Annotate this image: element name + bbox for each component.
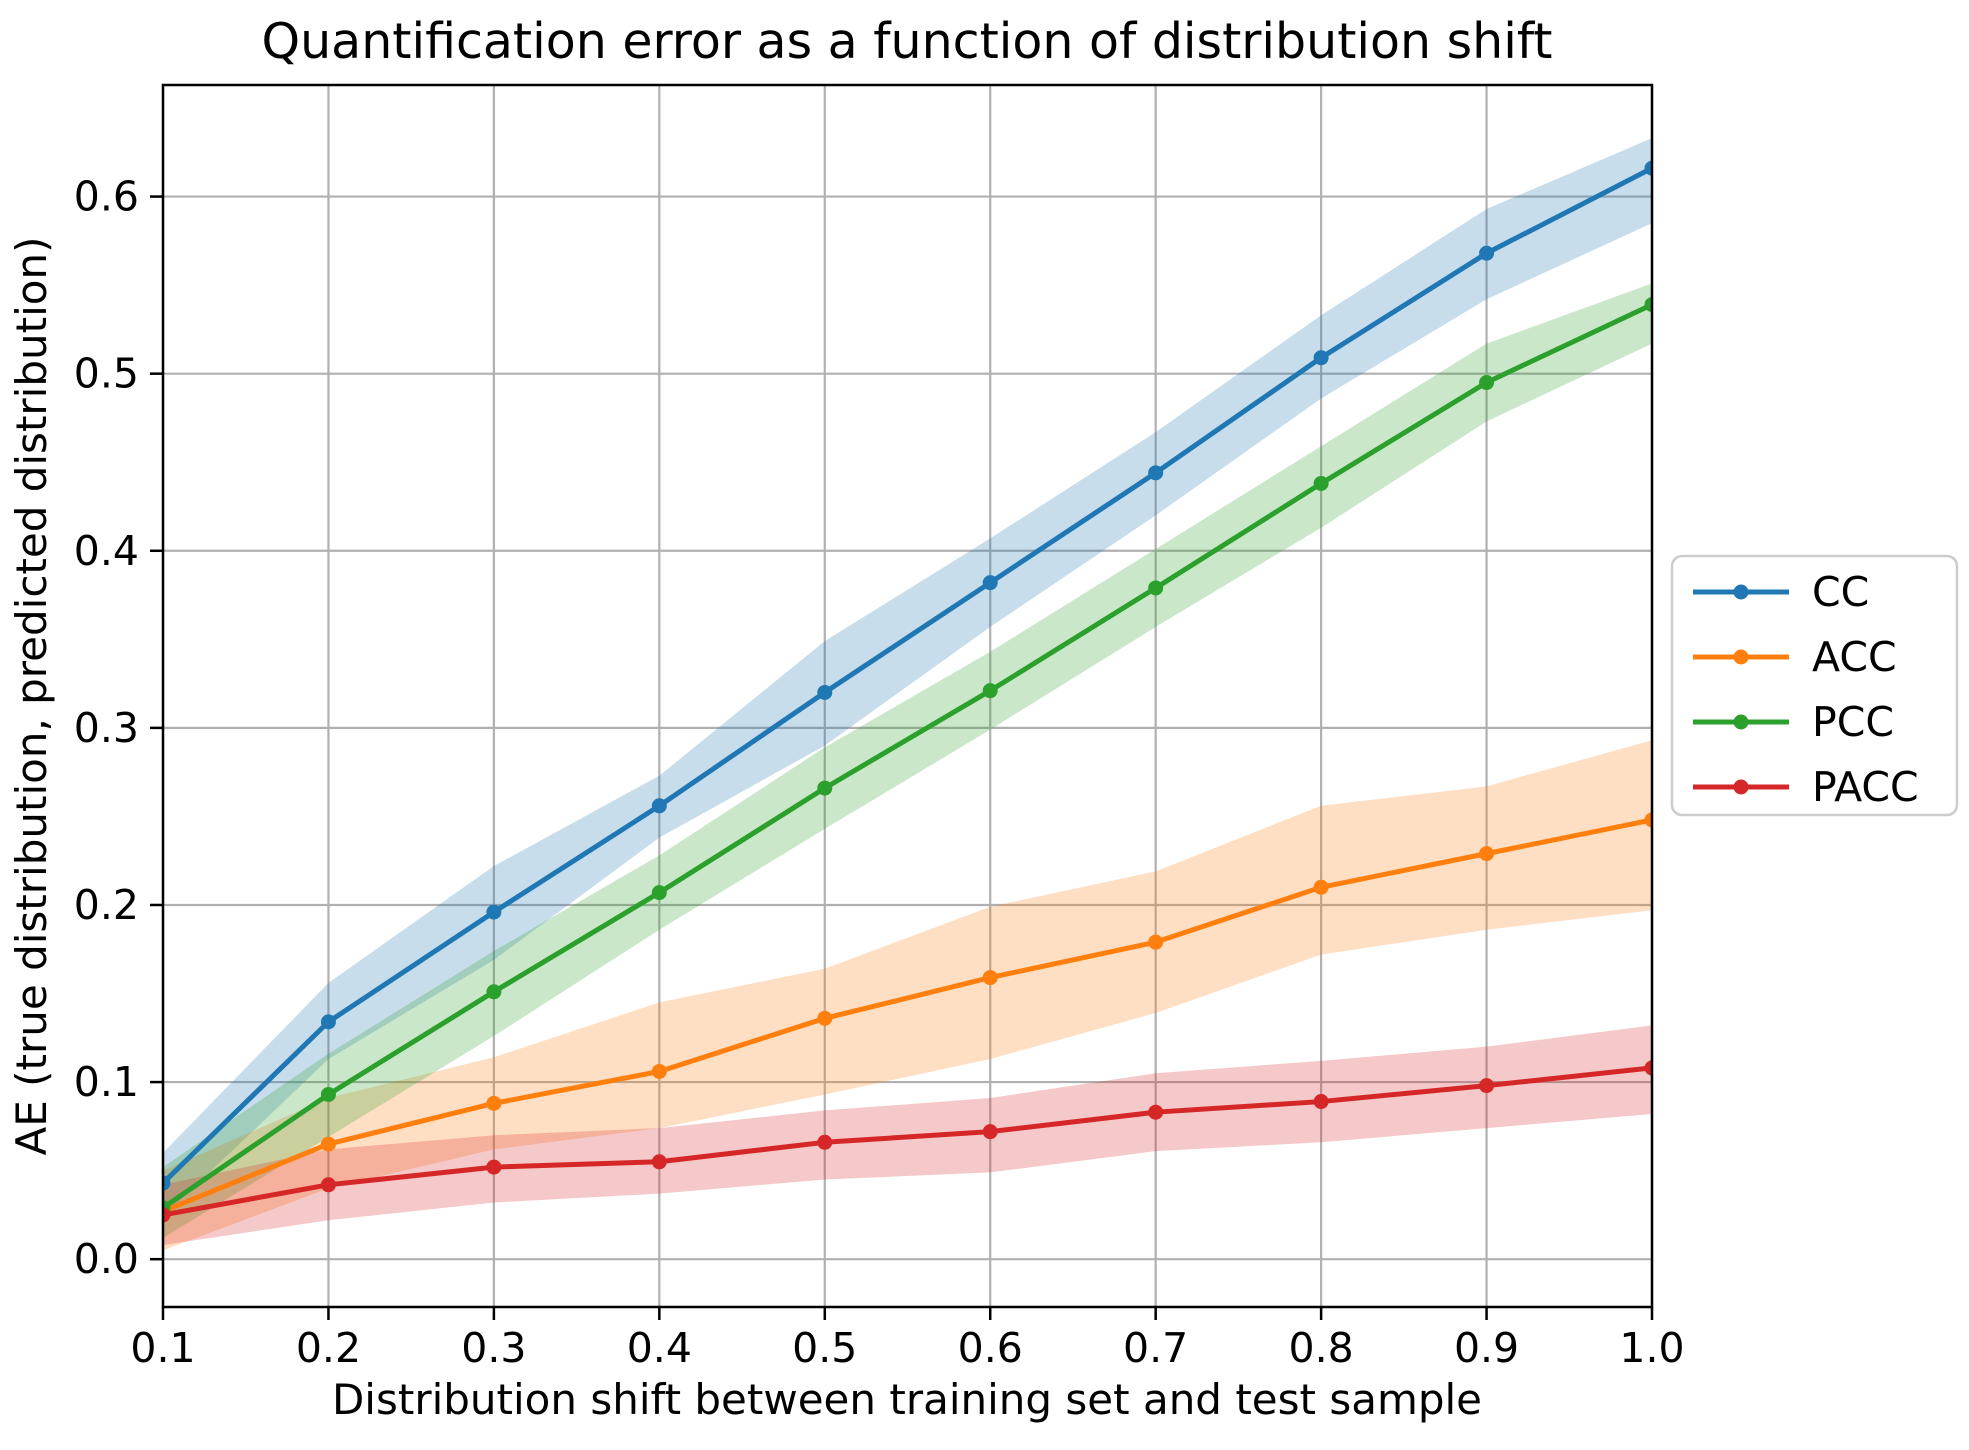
CC-marker xyxy=(1644,160,1652,176)
y-tick-label: 0.4 xyxy=(74,527,139,575)
ACC-marker xyxy=(1148,934,1164,950)
x-tick-label: 0.4 xyxy=(627,1324,692,1372)
PCC-marker xyxy=(1148,580,1164,596)
PCC-marker xyxy=(1479,375,1495,391)
PACC-line xyxy=(163,1065,1652,1218)
chart-title: Quantification error as a function of di… xyxy=(262,13,1553,70)
legend-marker-sample xyxy=(1733,584,1749,600)
y-tick-label: 0.2 xyxy=(74,881,139,929)
x-tick-label: 1.0 xyxy=(1619,1324,1684,1372)
CC-marker xyxy=(163,1175,171,1191)
x-tick-label: 0.9 xyxy=(1454,1324,1519,1372)
CC-marker xyxy=(486,904,502,920)
PACC-marker xyxy=(486,1159,502,1175)
legend-label: ACC xyxy=(1812,633,1897,681)
ACC-line xyxy=(163,817,1652,1214)
PCC-markers xyxy=(163,297,1652,1216)
legend-label: PACC xyxy=(1812,763,1919,811)
PACC-marker xyxy=(1313,1094,1329,1110)
legend-marker-sample xyxy=(1733,714,1749,730)
y-tick-label: 0.1 xyxy=(74,1058,139,1106)
legend-item-ACC: ACC xyxy=(1693,633,1897,681)
x-tick-label: 0.1 xyxy=(130,1324,195,1372)
y-axis-label: AE (true distribution, predicted distrib… xyxy=(7,237,56,1156)
CC-marker xyxy=(1479,245,1495,261)
tick-layer xyxy=(150,195,1654,1320)
CC-marker xyxy=(1148,465,1164,481)
series-line-layer xyxy=(163,160,1652,1223)
x-tick-label: 0.2 xyxy=(296,1324,361,1372)
ACC-marker xyxy=(486,1095,502,1111)
PACC-marker xyxy=(1479,1078,1495,1094)
legend-marker-sample xyxy=(1733,649,1749,665)
PACC-marker xyxy=(817,1134,833,1150)
PACC-marker xyxy=(163,1207,171,1223)
x-tick-label: 0.3 xyxy=(461,1324,526,1372)
PACC-markers xyxy=(163,1060,1652,1223)
PCC-marker xyxy=(1313,475,1329,491)
legend-box xyxy=(1670,554,1959,817)
confidence-band-layer xyxy=(163,138,1652,1251)
PCC-marker xyxy=(320,1086,336,1102)
CC-marker xyxy=(1313,350,1329,366)
PCC-marker xyxy=(982,683,998,699)
x-tick-label: 0.8 xyxy=(1289,1324,1354,1372)
PACC-marker xyxy=(1148,1104,1164,1120)
legend: CC ACC PCC PACC xyxy=(1670,554,1959,817)
ACC-marker xyxy=(651,1063,667,1079)
CC-marker xyxy=(320,1014,336,1030)
PACC-marker xyxy=(320,1177,336,1193)
ACC-marker xyxy=(982,970,998,986)
ACC-marker xyxy=(1479,846,1495,862)
x-tick-label: 0.6 xyxy=(958,1324,1023,1372)
ACC-marker xyxy=(1313,879,1329,895)
x-tick-label: 0.7 xyxy=(1123,1324,1188,1372)
PCC-line xyxy=(163,302,1652,1210)
plot-border xyxy=(161,83,1654,1309)
tick-label-layer: 0.1 0.2 0.3 0.4 0.5 0.6 0.7 0.8 0.9 1.0 0.0 0.1 0.2 0… xyxy=(74,173,1685,1372)
CC-marker xyxy=(817,684,833,700)
y-tick-label: 0.3 xyxy=(74,704,139,752)
PACC-marker xyxy=(651,1154,667,1170)
CC-marker xyxy=(982,575,998,591)
legend-label: CC xyxy=(1812,568,1869,616)
PACC-marker xyxy=(982,1124,998,1140)
PCC-confidence-band xyxy=(163,283,1652,1238)
PCC-marker xyxy=(817,780,833,796)
legend-item-PCC: PCC xyxy=(1693,698,1894,746)
y-tick-label: 0.0 xyxy=(74,1235,139,1283)
ACC-marker xyxy=(817,1010,833,1026)
CC-confidence-band xyxy=(163,138,1652,1217)
x-tick-label: 0.5 xyxy=(792,1324,857,1372)
PCC-marker xyxy=(651,885,667,901)
PCC-marker xyxy=(1644,297,1652,313)
legend-marker-sample xyxy=(1733,779,1749,795)
CC-line xyxy=(163,166,1652,1185)
legend-label: PCC xyxy=(1812,698,1894,746)
y-tick-label: 0.6 xyxy=(74,173,139,221)
ACC-confidence-band xyxy=(163,740,1652,1251)
CC-markers xyxy=(163,160,1652,1191)
ACC-marker xyxy=(1644,812,1652,828)
y-tick-label: 0.5 xyxy=(74,350,139,398)
x-axis-label: Distribution shift between training set … xyxy=(332,1375,1482,1424)
ACC-marker xyxy=(320,1136,336,1152)
legend-item-PACC: PACC xyxy=(1693,763,1919,811)
PACC-marker xyxy=(1644,1060,1652,1076)
legend-item-CC: CC xyxy=(1693,568,1869,616)
CC-marker xyxy=(651,798,667,814)
PCC-marker xyxy=(486,984,502,1000)
